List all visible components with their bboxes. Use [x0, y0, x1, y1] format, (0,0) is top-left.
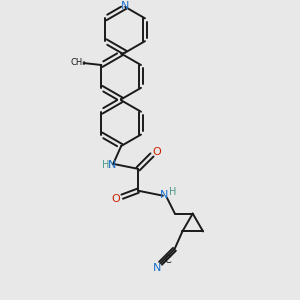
- Text: N: N: [108, 160, 116, 170]
- Text: CH₃: CH₃: [71, 58, 86, 67]
- Text: N: N: [153, 263, 162, 273]
- Text: O: O: [153, 147, 161, 157]
- Text: N: N: [160, 190, 168, 200]
- Text: C: C: [164, 255, 171, 265]
- Text: H: H: [169, 187, 176, 197]
- Text: H: H: [102, 160, 109, 170]
- Text: N: N: [121, 1, 129, 11]
- Text: O: O: [112, 194, 121, 204]
